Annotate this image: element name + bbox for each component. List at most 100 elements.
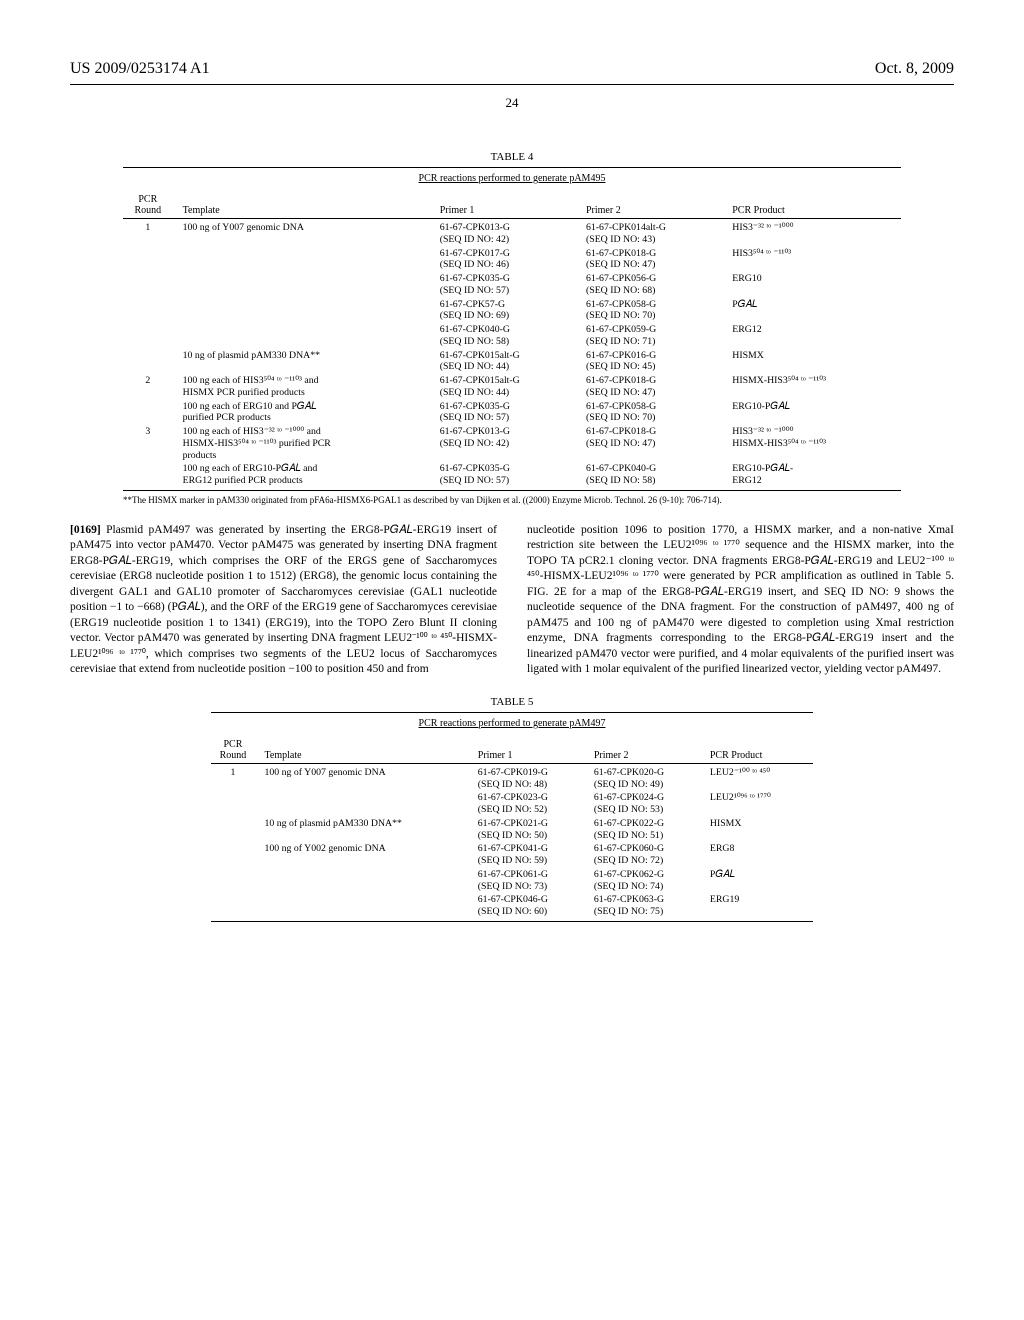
table-cell: 61-67-CPK013-G(SEQ ID NO: 42) [440,219,586,247]
table-col-header: Primer 2 [594,737,710,764]
table-cell: HIS3⁵⁰⁴ ᵗᵒ ⁻¹¹⁰³ [732,247,901,273]
body-columns: [0169] Plasmid pAM497 was generated by i… [70,523,954,678]
column-left-text: Plasmid pAM497 was generated by insertin… [70,524,497,676]
table-cell: 61-67-CPK014alt-G(SEQ ID NO: 43) [586,219,732,247]
table-4-label: TABLE 4 [70,151,954,163]
table-cell: 100 ng each of ERG10-P𝐺𝐴𝐿 andERG12 purif… [183,462,440,490]
table-cell: 3 [123,425,183,462]
table-cell: LEU2¹⁰⁹⁶ ᵗᵒ ¹⁷⁷⁰ [710,791,813,817]
table-cell: 61-67-CPK013-G(SEQ ID NO: 42) [440,425,586,462]
table-cell: 61-67-CPK57-G(SEQ ID NO: 69) [440,298,586,324]
table-cell: LEU2⁻¹⁰⁰ ᵗᵒ ⁴⁵⁰ [710,763,813,791]
table-col-header: PCRRound [211,737,264,764]
table-cell [211,791,264,817]
table-cell [264,868,477,894]
table-cell: 100 ng each of HIS3⁵⁰⁴ ᵗᵒ ⁻¹¹⁰³ andHISMX… [183,374,440,400]
table-cell: 61-67-CPK035-G(SEQ ID NO: 57) [440,272,586,298]
table-cell [123,272,183,298]
table-cell: ERG8 [710,842,813,868]
table-cell: HIS3⁻³² ᵗᵒ ⁻¹⁰⁰⁰HISMX-HIS3⁵⁰⁴ ᵗᵒ ⁻¹¹⁰³ [732,425,901,462]
table-cell: ERG12 [732,323,901,349]
table-col-header: PCR Product [710,737,813,764]
table-cell: 61-67-CPK018-G(SEQ ID NO: 47) [586,374,732,400]
table-4-grid: PCRRoundTemplatePrimer 1Primer 2PCR Prod… [123,192,901,491]
table-cell [183,247,440,273]
table-4: TABLE 4 PCR reactions performed to gener… [70,151,954,505]
table-cell: 100 ng each of HIS3⁻³² ᵗᵒ ⁻¹⁰⁰⁰ andHISMX… [183,425,440,462]
table-cell [264,791,477,817]
table-cell: HIS3⁻³² ᵗᵒ ⁻¹⁰⁰⁰ [732,219,901,247]
table-cell: ERG19 [710,893,813,921]
table-cell: 61-67-CPK041-G(SEQ ID NO: 59) [478,842,594,868]
table-cell: 61-67-CPK035-G(SEQ ID NO: 57) [440,462,586,490]
table-4-footnote: **The HISMX marker in pAM330 originated … [123,495,901,505]
table-cell [183,323,440,349]
table-col-header: Template [264,737,477,764]
table-col-header: Primer 2 [586,192,732,219]
column-left: [0169] Plasmid pAM497 was generated by i… [70,523,497,678]
table-cell: ERG10-P𝐺𝐴𝐿-ERG12 [732,462,901,490]
table-cell: 61-67-CPK020-G(SEQ ID NO: 49) [594,763,710,791]
table-cell: 61-67-CPK019-G(SEQ ID NO: 48) [478,763,594,791]
table-col-header: Primer 1 [478,737,594,764]
paragraph-number: [0169] [70,524,101,536]
column-right: nucleotide position 1096 to position 177… [527,523,954,678]
table-cell [211,817,264,843]
table-cell: 10 ng of plasmid pAM330 DNA** [183,349,440,375]
table-cell [183,272,440,298]
table-col-header: PCR Product [732,192,901,219]
table-cell: 61-67-CPK015alt-G(SEQ ID NO: 44) [440,349,586,375]
table-cell: 61-67-CPK018-G(SEQ ID NO: 47) [586,247,732,273]
table-5-grid: PCRRoundTemplatePrimer 1Primer 2PCR Prod… [211,737,812,922]
table-cell: HISMX [732,349,901,375]
table-5-subtitle: PCR reactions performed to generate pAM4… [70,718,954,729]
table-cell: 61-67-CPK017-G(SEQ ID NO: 46) [440,247,586,273]
table-cell: 61-67-CPK058-G(SEQ ID NO: 70) [586,400,732,426]
table-cell: 1 [211,763,264,791]
table-cell: 61-67-CPK063-G(SEQ ID NO: 75) [594,893,710,921]
table-cell: P𝐺𝐴𝐿 [732,298,901,324]
table-cell: 1 [123,219,183,247]
table-cell [123,323,183,349]
table-cell [123,462,183,490]
table-cell: 61-67-CPK059-G(SEQ ID NO: 71) [586,323,732,349]
table-cell: 61-67-CPK023-G(SEQ ID NO: 52) [478,791,594,817]
table-cell: ERG10-P𝐺𝐴𝐿 [732,400,901,426]
table-cell: 100 ng of Y007 genomic DNA [264,763,477,791]
table-cell: 100 ng each of ERG10 and P𝐺𝐴𝐿purified PC… [183,400,440,426]
table-cell: 61-67-CPK035-G(SEQ ID NO: 57) [440,400,586,426]
table-cell [123,298,183,324]
table-cell: 61-67-CPK056-G(SEQ ID NO: 68) [586,272,732,298]
table-cell: 61-67-CPK046-G(SEQ ID NO: 60) [478,893,594,921]
table-cell: 61-67-CPK040-G(SEQ ID NO: 58) [586,462,732,490]
publication-id: US 2009/0253174 A1 [70,60,210,78]
table-cell [211,868,264,894]
table-cell: 61-67-CPK016-G(SEQ ID NO: 45) [586,349,732,375]
table-cell: 61-67-CPK040-G(SEQ ID NO: 58) [440,323,586,349]
page-number: 24 [70,95,954,111]
table-cell: 61-67-CPK018-G(SEQ ID NO: 47) [586,425,732,462]
table-cell: 61-67-CPK021-G(SEQ ID NO: 50) [478,817,594,843]
table-cell [123,349,183,375]
table-cell [123,247,183,273]
table-cell: 61-67-CPK061-G(SEQ ID NO: 73) [478,868,594,894]
table-cell: 61-67-CPK024-G(SEQ ID NO: 53) [594,791,710,817]
table-col-header: PCRRound [123,192,183,219]
table-cell [264,893,477,921]
table-col-header: Primer 1 [440,192,586,219]
table-cell: 61-67-CPK022-G(SEQ ID NO: 51) [594,817,710,843]
table-cell: 100 ng of Y002 genomic DNA [264,842,477,868]
table-5: TABLE 5 PCR reactions performed to gener… [70,696,954,922]
table-cell: 61-67-CPK060-G(SEQ ID NO: 72) [594,842,710,868]
table-cell: P𝐺𝐴𝐿 [710,868,813,894]
table-cell [183,298,440,324]
table-5-label: TABLE 5 [70,696,954,708]
table-cell [123,400,183,426]
publication-date: Oct. 8, 2009 [875,60,954,78]
table-cell: HISMX [710,817,813,843]
table-cell: HISMX-HIS3⁵⁰⁴ ᵗᵒ ⁻¹¹⁰³ [732,374,901,400]
table-cell: 61-67-CPK058-G(SEQ ID NO: 70) [586,298,732,324]
table-cell: ERG10 [732,272,901,298]
page-header: US 2009/0253174 A1 Oct. 8, 2009 [70,60,954,85]
table-cell: 100 ng of Y007 genomic DNA [183,219,440,247]
